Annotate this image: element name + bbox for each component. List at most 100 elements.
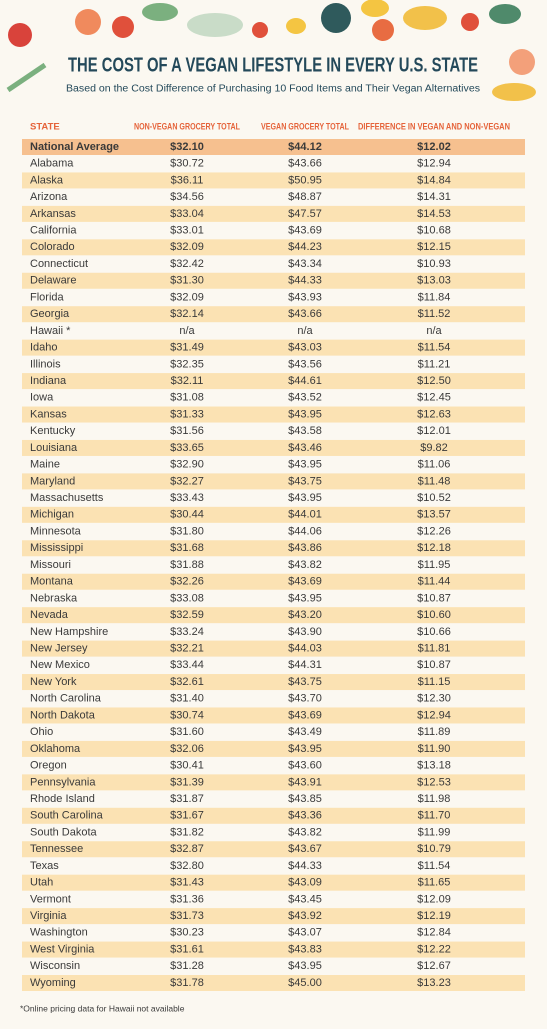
cell-value: $11.99: [418, 826, 451, 838]
row-background: [22, 172, 525, 189]
cell-value: $10.68: [417, 225, 451, 237]
row-background: [22, 506, 525, 523]
row-label: Maine: [30, 459, 60, 471]
cell-value: $43.07: [288, 927, 322, 939]
row-label: Tennessee: [30, 843, 83, 855]
cell-value: $12.18: [417, 542, 451, 554]
title: THE COST OF A VEGAN LIFESTYLE IN EVERY U…: [68, 54, 478, 76]
cell-value: $14.31: [417, 191, 451, 203]
cell-value: $10.66: [417, 626, 451, 638]
cell-value: $31.82: [170, 826, 204, 838]
row-background: [22, 640, 525, 657]
cell-value: $31.61: [170, 943, 204, 955]
row-label: Missouri: [30, 559, 71, 571]
cell-value: $43.82: [288, 826, 322, 838]
cell-value: $10.52: [417, 492, 451, 504]
cell-value: $32.59: [170, 609, 204, 621]
row-label: Minnesota: [30, 525, 82, 537]
column-header: DIFFERENCE IN VEGAN AND NON-VEGAN: [358, 122, 510, 133]
cell-value: $43.85: [288, 793, 322, 805]
cell-value: $43.09: [288, 877, 322, 889]
row-label: Florida: [30, 291, 65, 303]
cell-value: $14.53: [417, 208, 451, 220]
cell-value: $12.19: [417, 910, 451, 922]
row-label: New York: [30, 676, 77, 688]
cell-value: $43.36: [288, 810, 322, 822]
cell-value: $12.53: [417, 776, 451, 788]
row-label: Wyoming: [30, 977, 76, 989]
cell-value: $12.45: [417, 392, 451, 404]
row-label: Arizona: [30, 191, 68, 203]
cell-value: $43.66: [288, 158, 322, 170]
cell-value: $31.33: [170, 408, 204, 420]
cell-value: $43.45: [288, 893, 322, 905]
cell-value: $33.01: [170, 225, 204, 237]
cell-value: $30.72: [170, 158, 204, 170]
cell-value: $11.44: [418, 576, 451, 588]
cell-value: $32.21: [170, 643, 204, 655]
row-label: Oklahoma: [30, 743, 81, 755]
cell-value: $32.06: [170, 743, 204, 755]
cell-value: $31.67: [170, 810, 204, 822]
cell-value: $11.52: [418, 308, 451, 320]
cell-value: $10.87: [417, 659, 451, 671]
cell-value: $12.30: [417, 693, 451, 705]
cell-value: $31.73: [170, 910, 204, 922]
cell-value: $43.75: [288, 676, 322, 688]
cell-value: $32.35: [170, 358, 204, 370]
row-background: [22, 908, 525, 925]
row-background: [22, 239, 525, 256]
cell-value: $9.82: [420, 442, 448, 454]
cell-value: $43.58: [288, 425, 322, 437]
cell-value: $11.06: [418, 459, 451, 471]
row-label: North Dakota: [30, 709, 96, 721]
row-background: [22, 139, 525, 155]
row-label: Vermont: [30, 893, 71, 905]
cell-value: $31.68: [170, 542, 204, 554]
cell-value: $13.23: [417, 977, 451, 989]
cell-value: $32.26: [170, 576, 204, 588]
row-background: [22, 874, 525, 891]
cell-value: $12.63: [417, 408, 451, 420]
cell-value: $34.56: [170, 191, 204, 203]
cell-value: $43.56: [288, 358, 322, 370]
cell-value: $31.36: [170, 893, 204, 905]
cell-value: $13.57: [417, 509, 451, 521]
cell-value: $12.22: [417, 943, 451, 955]
cell-value: $43.91: [288, 776, 322, 788]
cell-value: $12.94: [417, 709, 451, 721]
cell-value: $30.74: [170, 709, 204, 721]
cell-value: n/a: [179, 325, 195, 337]
cell-value: $43.67: [288, 843, 322, 855]
cell-value: $11.70: [418, 810, 451, 822]
cell-value: $33.24: [170, 626, 204, 638]
cell-value: $43.95: [288, 459, 322, 471]
cell-value: $43.20: [288, 609, 322, 621]
row-label: Washington: [30, 927, 88, 939]
row-label: New Hampshire: [30, 626, 108, 638]
row-label: New Mexico: [30, 659, 90, 671]
cell-value: $43.83: [288, 943, 322, 955]
cell-value: $31.80: [170, 525, 204, 537]
row-label: Utah: [30, 877, 53, 889]
cell-value: $12.02: [417, 141, 451, 153]
cell-value: $30.23: [170, 927, 204, 939]
row-label: Montana: [30, 576, 74, 588]
row-background: [22, 339, 525, 356]
cell-value: $32.42: [170, 258, 204, 270]
cell-value: $13.03: [417, 275, 451, 287]
row-label: California: [30, 225, 77, 237]
cell-value: $43.69: [288, 576, 322, 588]
cell-value: $43.86: [288, 542, 322, 554]
cell-value: $13.18: [417, 760, 451, 772]
row-label: Hawaii *: [30, 325, 71, 337]
subtitle: Based on the Cost Difference of Purchasi…: [66, 84, 480, 95]
cell-value: $12.26: [417, 525, 451, 537]
cell-value: $31.30: [170, 275, 204, 287]
cell-value: $31.28: [170, 960, 204, 972]
row-background: [22, 841, 525, 858]
cell-value: $31.08: [170, 392, 204, 404]
cell-value: $12.09: [417, 893, 451, 905]
row-background: [22, 439, 525, 456]
cell-value: $43.03: [288, 342, 322, 354]
